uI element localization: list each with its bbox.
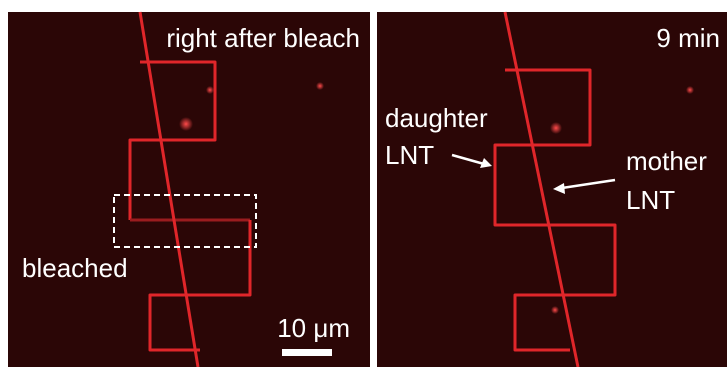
panel-right: 9 min daughter LNT mother LNT [377, 12, 727, 367]
annotation: daughter [385, 103, 488, 133]
annotation: LNT [385, 140, 434, 170]
scale-bar [282, 349, 332, 356]
particle [179, 117, 193, 131]
scale-bar-label: 10 μm [277, 313, 350, 343]
panel-label: right after bleach [166, 23, 360, 53]
annotation: mother [626, 146, 707, 176]
particle [206, 86, 214, 94]
figure: right after bleach bleached 10 μm 9 min … [0, 0, 727, 367]
panel-left: right after bleach bleached 10 μm [8, 12, 370, 367]
particle [686, 86, 694, 94]
particle [550, 122, 562, 134]
annotation: bleached [22, 253, 128, 283]
annotation: LNT [626, 185, 675, 215]
particle [551, 306, 559, 314]
particle [316, 82, 324, 90]
panel-label: 9 min [656, 23, 720, 53]
